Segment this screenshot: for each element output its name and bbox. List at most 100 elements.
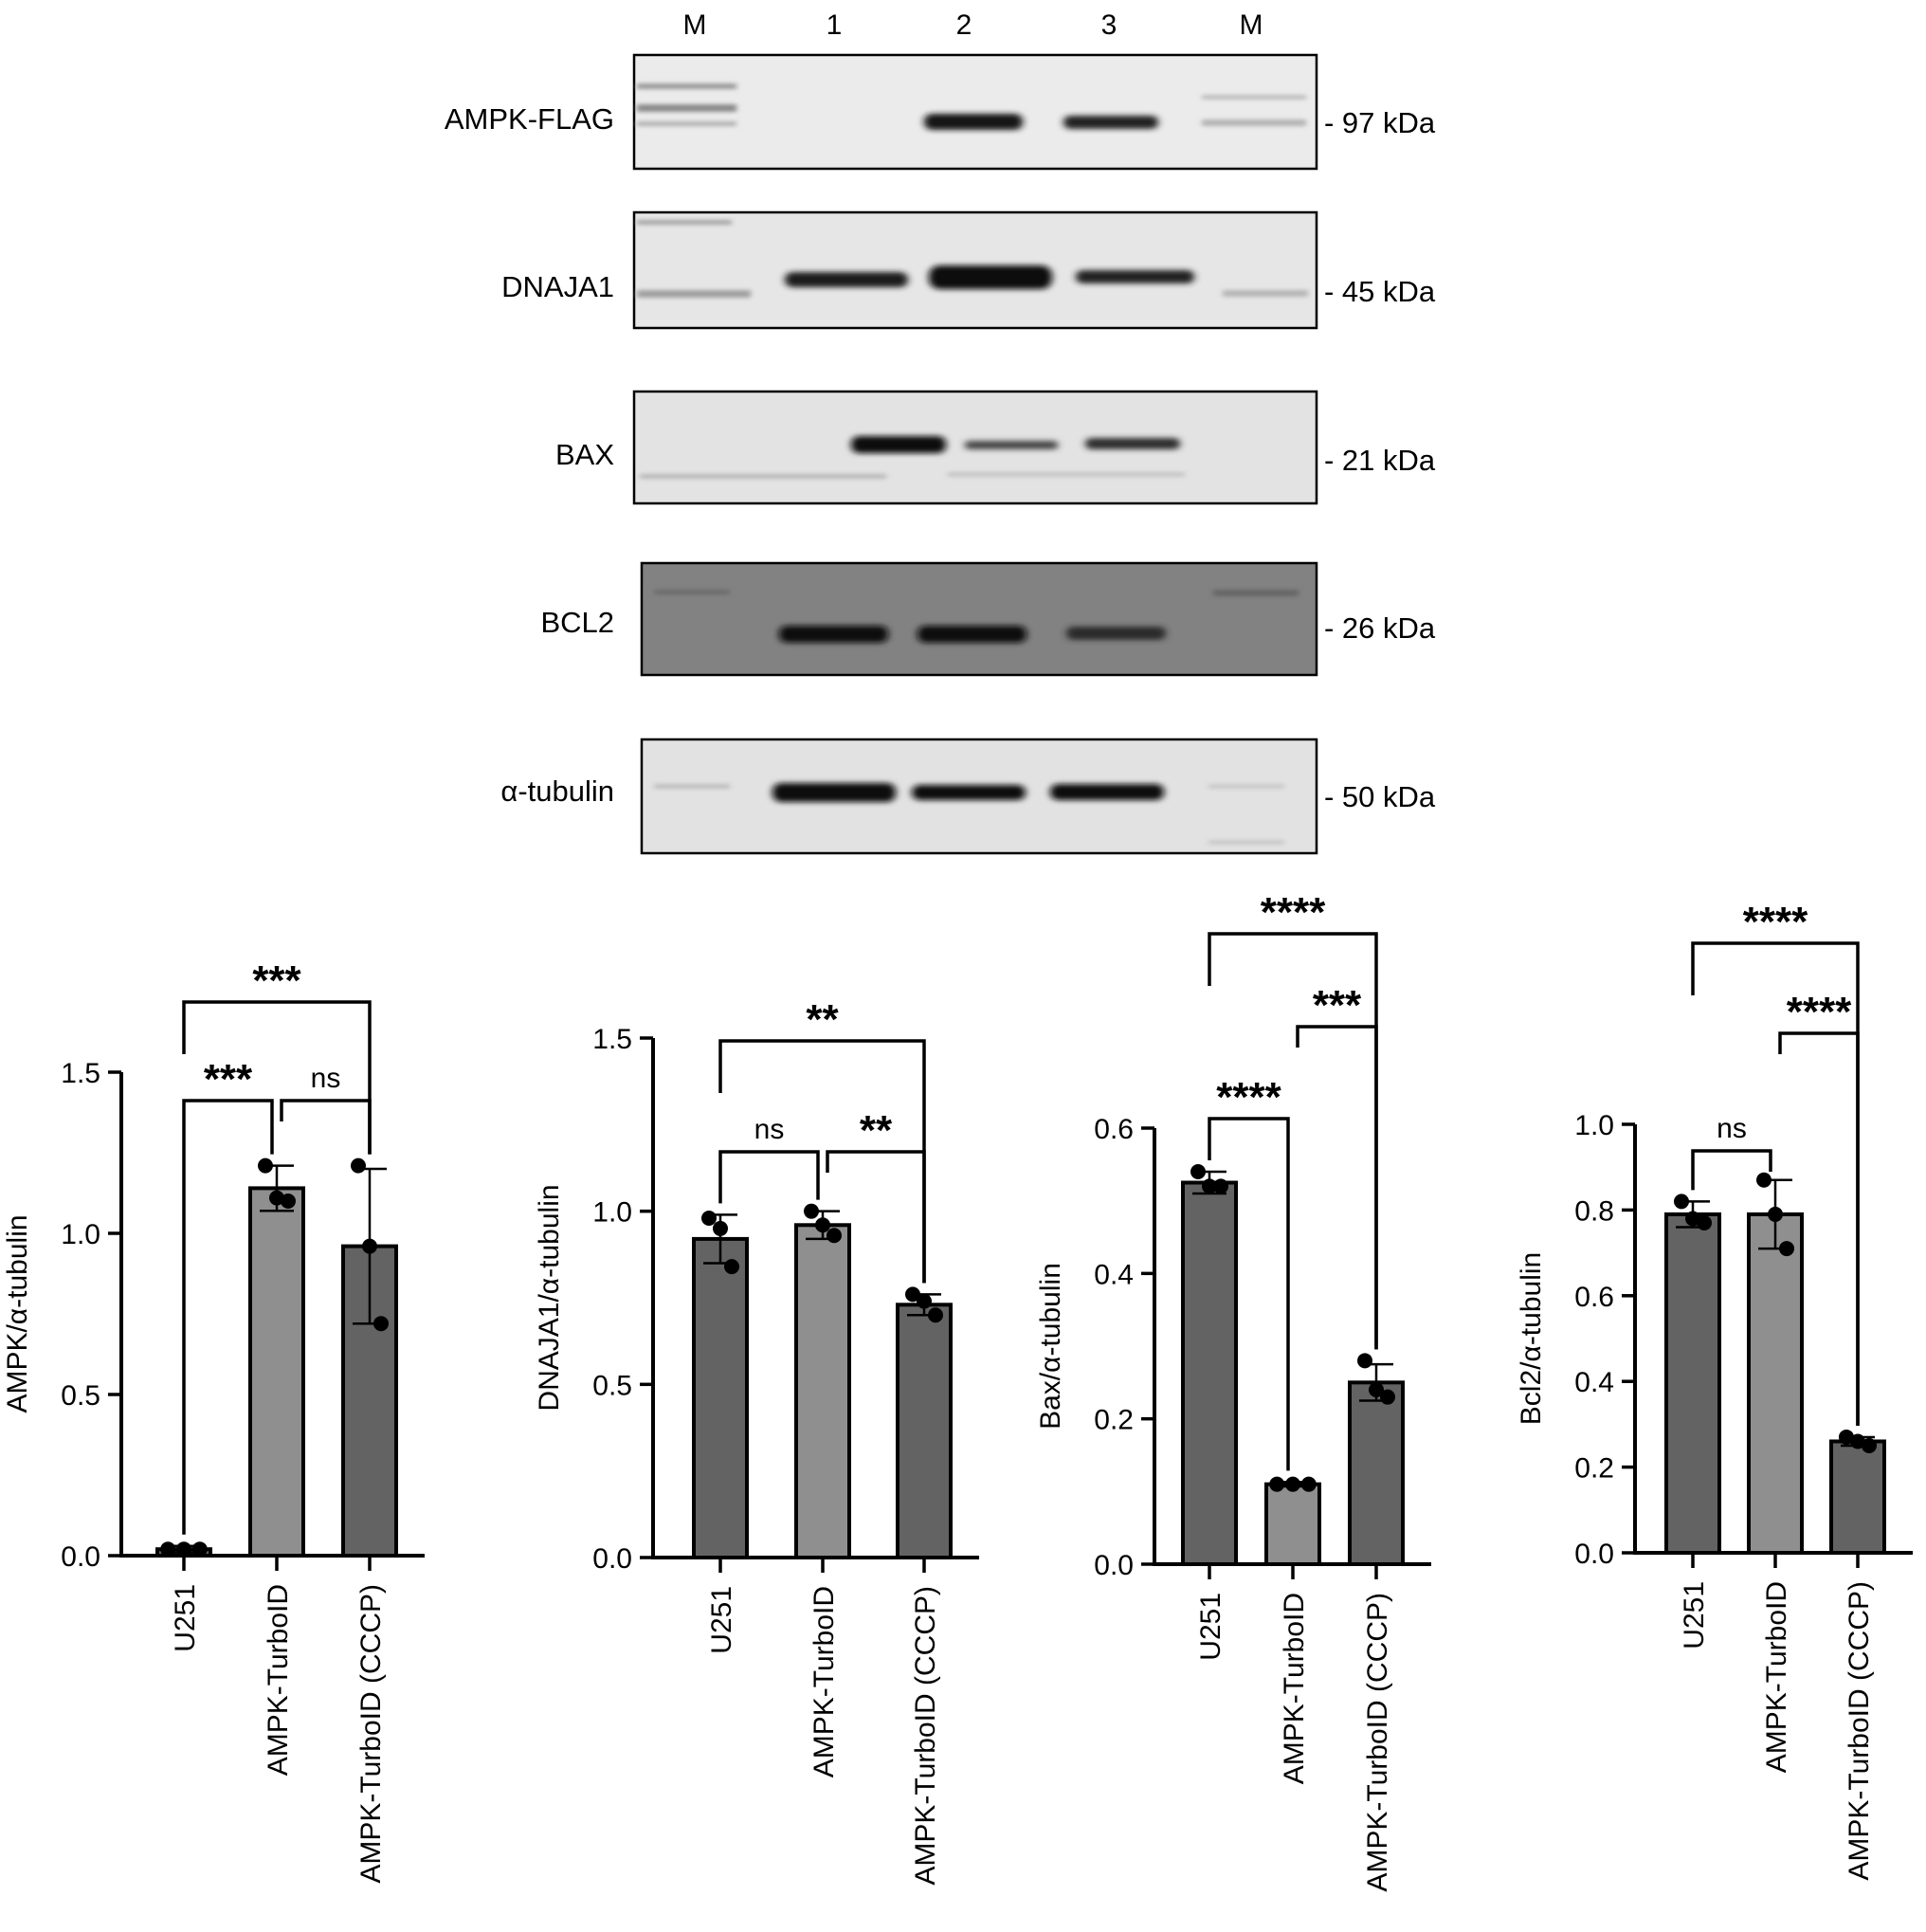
- x-tick-label: AMPK-TurboID: [1761, 1581, 1792, 1773]
- data-point: [281, 1194, 296, 1209]
- y-tick-label: 1.5: [61, 1058, 100, 1089]
- significance-bracket: [718, 1039, 926, 1284]
- band: [918, 626, 1027, 643]
- blot-row-label: DNAJA1: [501, 270, 614, 303]
- y-tick-label: 1.5: [592, 1024, 632, 1055]
- bar-chart: 0.0 0.2 0.4 0.6 0.8 1.0 Bcl2/α-tubulin U251 AMPK…: [1516, 899, 1913, 1881]
- bar: [1664, 1212, 1721, 1556]
- band: [1076, 270, 1194, 283]
- blot-panel: [640, 561, 1318, 677]
- data-point: [1357, 1353, 1372, 1369]
- data-point: [1213, 1178, 1228, 1194]
- band: [772, 783, 896, 802]
- x-tick-label: AMPK-TurboID (CCCP): [1362, 1593, 1393, 1892]
- bar: [248, 1186, 305, 1558]
- significance-bracket: [1691, 941, 1860, 1426]
- data-point: [804, 1203, 819, 1219]
- significance-bracket: [280, 1099, 372, 1155]
- significance-bracket: [182, 1099, 274, 1535]
- y-tick-label: 0.5: [592, 1370, 632, 1401]
- x-tick-label: AMPK-TurboID: [809, 1586, 840, 1777]
- blot-row-label: BAX: [555, 438, 614, 471]
- bar: [1747, 1212, 1804, 1556]
- bar: [794, 1223, 851, 1560]
- band: [1066, 627, 1166, 640]
- data-point: [191, 1541, 208, 1558]
- lane-label: 3: [1101, 9, 1117, 41]
- band: [1085, 438, 1180, 449]
- bar: [1181, 1180, 1238, 1566]
- lane-label: M: [683, 9, 707, 41]
- bar-chart: 0.0 0.5 1.0 1.5 AMPK/α-tubulin U251 AMPK-Turbo…: [2, 957, 425, 1884]
- x-tick-label: U251: [170, 1584, 201, 1652]
- band: [912, 785, 1026, 800]
- bar: [1264, 1482, 1321, 1566]
- band: [1050, 784, 1164, 800]
- data-point: [1269, 1476, 1285, 1492]
- y-axis-label: Bax/α-tubulin: [1035, 1263, 1066, 1430]
- western-blot: M 1 2 3 M AMPK-FLAG - 97 kDa: [445, 9, 1436, 855]
- y-axis-label: DNAJA1/α-tubulin: [534, 1184, 565, 1411]
- significance-label: **: [860, 1107, 893, 1154]
- blot-panel: [632, 53, 1318, 171]
- significance-bracket: [1691, 1149, 1772, 1191]
- band: [779, 626, 888, 643]
- y-tick-label: 0.5: [61, 1380, 100, 1412]
- data-point: [362, 1238, 377, 1254]
- x-tick-label: U251: [1195, 1593, 1226, 1661]
- data-point: [1300, 1476, 1317, 1492]
- significance-bracket: [182, 1000, 372, 1155]
- significance-bracket: [1208, 1117, 1290, 1471]
- data-point: [905, 1286, 920, 1303]
- data-point: [701, 1210, 717, 1226]
- significance-label: ****: [1787, 989, 1852, 1035]
- data-point: [1768, 1206, 1783, 1222]
- blot-row-bcl2: BCL2 - 26 kDa: [540, 561, 1436, 677]
- blot-row-label: BCL2: [540, 606, 614, 639]
- data-point: [1685, 1211, 1700, 1227]
- y-axis-label: AMPK/α-tubulin: [2, 1214, 33, 1413]
- significance-bracket: [1208, 932, 1378, 1350]
- data-point: [258, 1157, 273, 1174]
- significance-bracket: [718, 1150, 820, 1204]
- y-tick-label: 0.0: [1574, 1539, 1614, 1570]
- x-tick-label: AMPK-TurboID: [263, 1584, 294, 1776]
- blot-panel: [632, 210, 1318, 330]
- x-tick-label: U251: [1679, 1581, 1710, 1649]
- significance-label: ****: [1261, 889, 1326, 936]
- lane-labels: M 1 2 3 M: [683, 9, 1263, 41]
- y-tick-label: 0.4: [1574, 1367, 1614, 1398]
- x-tick-label: AMPK-TurboID (CCCP): [355, 1584, 387, 1884]
- y-tick-label: 0.2: [1574, 1453, 1614, 1485]
- y-tick-label: 0.0: [1094, 1550, 1134, 1581]
- data-point: [269, 1190, 284, 1206]
- x-tick-label: AMPK-TurboID (CCCP): [910, 1586, 941, 1886]
- y-tick-label: 1.0: [592, 1197, 632, 1229]
- molecular-weight-label: - 97 kDa: [1324, 106, 1436, 139]
- molecular-weight-label: - 21 kDa: [1324, 444, 1436, 477]
- significance-label: ns: [754, 1114, 785, 1145]
- molecular-weight-label: - 26 kDa: [1324, 611, 1436, 645]
- data-point: [1369, 1382, 1384, 1397]
- data-point: [1202, 1178, 1217, 1194]
- y-axis-label: Bcl2/α-tubulin: [1516, 1252, 1547, 1425]
- blot-row-ampk-flag: AMPK-FLAG - 97 kDa: [445, 53, 1436, 171]
- data-point: [917, 1293, 932, 1309]
- band: [851, 436, 946, 453]
- blot-row-bax: BAX - 21 kDa: [555, 390, 1436, 505]
- band: [785, 272, 908, 287]
- molecular-weight-label: - 50 kDa: [1324, 780, 1436, 813]
- blot-row-label: α-tubulin: [500, 775, 614, 808]
- bar-chart: 0.0 0.5 1.0 1.5 DNAJA1/α-tubulin U251 AMPK-Tur…: [534, 996, 979, 1886]
- data-point: [928, 1307, 943, 1323]
- y-tick-label: 0.6: [1574, 1282, 1614, 1313]
- significance-label: ns: [311, 1063, 341, 1094]
- bar: [896, 1303, 953, 1559]
- data-point: [1697, 1214, 1712, 1230]
- data-point: [827, 1228, 842, 1244]
- molecular-weight-label: - 45 kDa: [1324, 275, 1436, 308]
- data-point: [1850, 1433, 1865, 1449]
- y-tick-label: 0.8: [1574, 1195, 1614, 1227]
- lane-label: 2: [956, 9, 972, 41]
- lane-label: 1: [827, 9, 843, 41]
